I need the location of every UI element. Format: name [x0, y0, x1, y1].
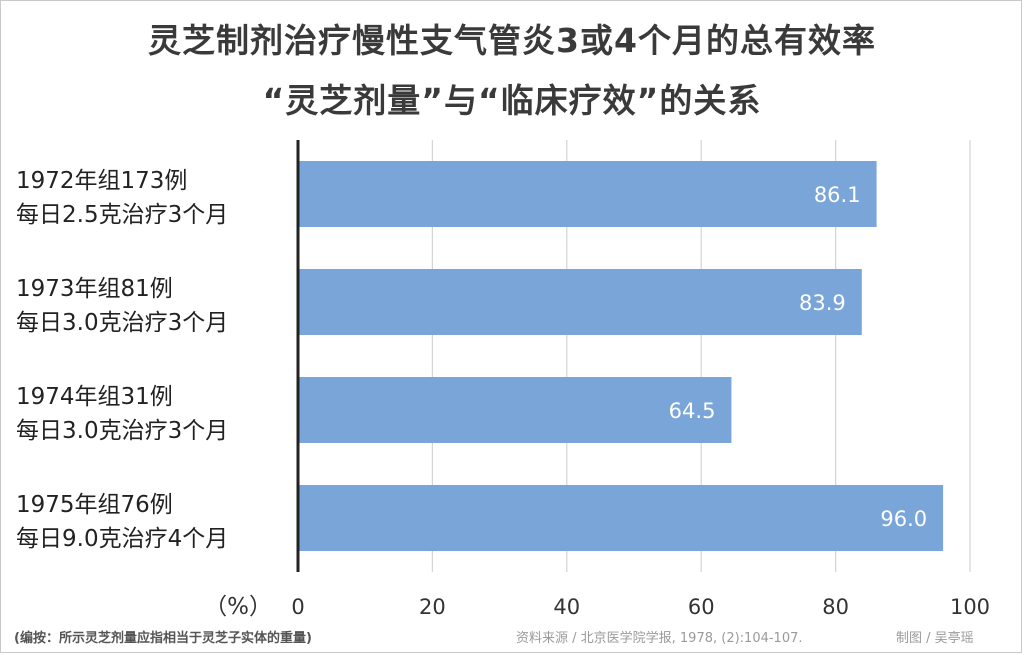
category-label-2-line2: 每日3.0克治疗3个月: [16, 418, 228, 444]
bars: [298, 161, 944, 551]
x-tick-label-40: 40: [553, 595, 580, 619]
value-label-2: 64.5: [669, 399, 716, 423]
category-label-1-line2: 每日3.0克治疗3个月: [16, 310, 228, 336]
value-label-3: 96.0: [880, 507, 927, 531]
bar-1: [298, 269, 862, 335]
x-tick-label-80: 80: [822, 595, 849, 619]
category-label-0-line2: 每日2.5克治疗3个月: [16, 202, 228, 228]
category-label-3-line1: 1975年组76例: [16, 492, 173, 518]
category-label-1-line1: 1973年组81例: [16, 276, 173, 302]
chart-title: 灵芝制剂治疗慢性支气管炎3或4个月的总有效率: [148, 21, 876, 60]
chart-subtitle: “灵芝剂量”与“临床疗效”的关系: [262, 81, 762, 120]
x-tick-label-20: 20: [419, 595, 446, 619]
x-tick-label-60: 60: [688, 595, 715, 619]
category-label-0-line1: 1972年组173例: [16, 168, 187, 194]
source-note: 资料来源 / 北京医学院学报, 1978, (2):104-107.: [516, 631, 803, 646]
x-tick-label-100: 100: [950, 595, 990, 619]
category-label-2-line1: 1974年组31例: [16, 384, 173, 410]
value-label-0: 86.1: [814, 183, 861, 207]
bar-3: [298, 485, 944, 551]
x-unit-label: （%）: [204, 594, 272, 620]
bar-2: [298, 377, 732, 443]
bar-0: [298, 161, 877, 227]
x-tick-label-0: 0: [291, 595, 304, 619]
labels: 0 20 40 60 80 100 （%） 86.1 1972年组173例每日2.5克治疗3个月…: [16, 168, 990, 620]
footnote: (编按：所示灵芝剂量应指相当于灵芝子实体的重量): [14, 631, 312, 646]
category-label-3-line2: 每日9.0克治疗4个月: [16, 526, 228, 552]
credit-note: 制图 / 吴亭瑶: [896, 631, 974, 646]
value-label-1: 83.9: [799, 291, 846, 315]
